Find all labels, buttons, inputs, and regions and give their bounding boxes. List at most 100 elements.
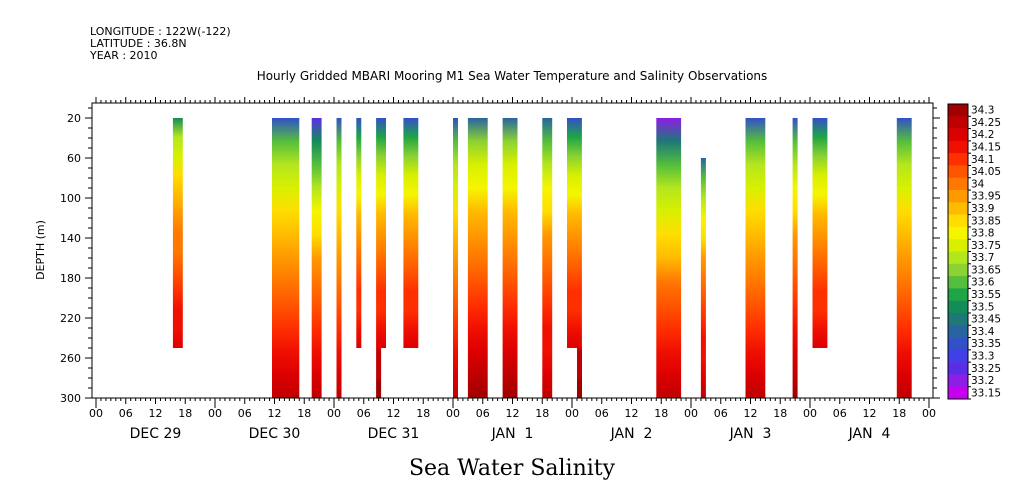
colorbar-label: 33.95 (971, 191, 1001, 203)
colorbar-label: 33.65 (971, 264, 1001, 276)
x-tick-label: 00 (684, 407, 698, 420)
longitude-label: LONGITUDE : 122W(-122) (90, 25, 231, 38)
x-tick-label: 06 (833, 407, 847, 420)
colorbar-label: 33.4 (971, 326, 995, 338)
colorbar-swatch (948, 177, 968, 191)
x-tick-label: 00 (89, 407, 103, 420)
x-tick-label: 12 (268, 407, 282, 420)
salinity-profile-12 (542, 118, 553, 398)
salinity-profile-18 (792, 118, 798, 398)
colorbar-swatch (948, 276, 968, 289)
y-axis: 20 60 100 140 180 220 260 300 (60, 107, 940, 405)
salinity-profile-20 (896, 118, 912, 398)
chart-title: Hourly Gridded MBARI Mooring M1 Sea Wate… (257, 69, 768, 83)
x-day-label: DEC 31 (368, 426, 420, 442)
y-tick-label: 140 (60, 232, 81, 245)
x-tick-label: 12 (387, 407, 401, 420)
colorbar-label: 34.1 (971, 154, 994, 166)
colorbar-label: 33.25 (971, 363, 1001, 375)
colorbar-label: 34.15 (971, 142, 1001, 154)
salinity-profile-6 (376, 118, 386, 348)
salinity-profile-14 (577, 348, 582, 398)
x-tick-label: 06 (595, 407, 609, 420)
x-tick-label: 18 (773, 407, 787, 420)
x-day-label: JAN 1 (491, 426, 534, 442)
salinity-profile-2 (272, 118, 300, 398)
x-tick-label: 18 (654, 407, 668, 420)
salinity-profile-8 (403, 118, 419, 348)
salinity-profile-5 (356, 118, 362, 348)
colorbar-swatch (948, 116, 968, 129)
salinity-profile-3 (311, 118, 322, 398)
x-tick-label: 06 (714, 407, 728, 420)
salinity-profile-11 (502, 118, 518, 398)
x-day-label: JAN 2 (610, 426, 653, 442)
x-tick-label: 12 (863, 407, 877, 420)
colorbar-swatch (948, 153, 968, 166)
x-tick-label: 18 (535, 407, 549, 420)
y-tick-label: 60 (67, 152, 81, 165)
colorbar-swatch (948, 128, 968, 142)
x-tick-label: 18 (892, 407, 906, 420)
x-tick-label: 00 (922, 407, 936, 420)
x-day-label: JAN 3 (729, 426, 772, 442)
x-tick-label: 06 (119, 407, 133, 420)
colorbar-swatch (948, 239, 968, 252)
x-axis-label: Sea Water Salinity (409, 456, 616, 481)
salinity-profile-16 (700, 158, 706, 398)
colorbar-swatch (948, 251, 968, 265)
colorbar-label: 33.35 (971, 338, 1001, 350)
salinity-profile-15 (656, 118, 682, 398)
colorbar-swatch (948, 263, 968, 277)
colorbar-swatch (948, 312, 968, 326)
y-tick-label: 180 (60, 272, 81, 285)
colorbar-swatch (948, 300, 968, 314)
x-tick-label: 06 (238, 407, 252, 420)
colorbar-swatch (948, 349, 968, 363)
colorbar-label: 33.15 (971, 387, 1001, 399)
salinity-profiles (172, 118, 912, 398)
salinity-profile-10 (467, 118, 488, 398)
x-tick-label: 00 (446, 407, 460, 420)
y-axis-label: DEPTH (m) (34, 220, 47, 280)
colorbar-swatch (948, 337, 968, 351)
colorbar-label: 33.55 (971, 289, 1001, 301)
x-tick-label: 18 (297, 407, 311, 420)
colorbar-swatch (948, 190, 968, 203)
x-tick-label: 00 (208, 407, 222, 420)
x-tick-label: 18 (416, 407, 430, 420)
colorbar-label: 33.75 (971, 240, 1001, 252)
salinity-profile-19 (812, 118, 828, 348)
y-tick-label: 300 (60, 392, 81, 405)
x-tick-label: 12 (744, 407, 758, 420)
salinity-profile-4 (336, 118, 342, 398)
colorbar-swatch (948, 226, 968, 240)
y-tick-label: 220 (60, 312, 81, 325)
colorbar-swatch (948, 165, 968, 179)
colorbar-label: 33.5 (971, 301, 994, 313)
colorbar-label: 33.3 (971, 350, 994, 362)
colorbar-label: 33.7 (971, 252, 994, 264)
x-tick-label: 18 (178, 407, 192, 420)
salinity-profile-13 (567, 118, 582, 348)
x-tick-label: 06 (357, 407, 371, 420)
colorbar-label: 34.2 (971, 129, 994, 141)
colorbar-label: 33.9 (971, 203, 994, 215)
colorbar-label: 34.25 (971, 117, 1001, 129)
colorbar-label: 33.85 (971, 215, 1001, 227)
colorbar-swatch (948, 386, 968, 400)
x-day-label: DEC 29 (130, 426, 182, 442)
colorbar-swatch (948, 202, 968, 215)
x-day-label: DEC 30 (249, 426, 301, 442)
colorbar-swatch (948, 325, 968, 338)
y-tick-label: 260 (60, 352, 81, 365)
colorbar-swatch (948, 362, 968, 375)
colorbar-label: 34.3 (971, 105, 994, 117)
latitude-label: LATITUDE : 36.8N (90, 37, 187, 50)
salinity-profile-9 (453, 118, 458, 398)
y-tick-label: 100 (60, 192, 81, 205)
colorbar-label: 33.45 (971, 314, 1001, 326)
salinity-profile-7 (376, 348, 382, 398)
x-day-label: JAN 4 (848, 426, 891, 442)
